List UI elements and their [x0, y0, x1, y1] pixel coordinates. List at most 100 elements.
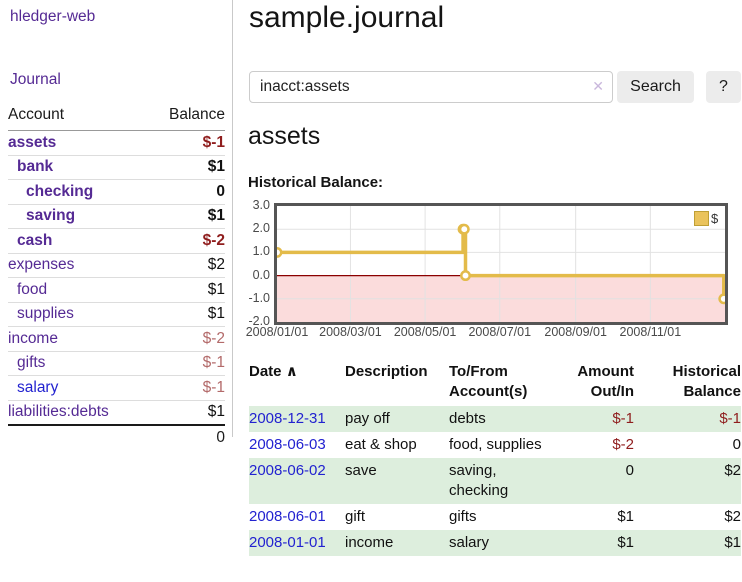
transaction-accounts: gifts: [449, 508, 477, 525]
account-link[interactable]: income: [8, 329, 58, 347]
transaction-date-link[interactable]: 2008-06-01: [249, 508, 326, 525]
account-row: food $1: [8, 278, 225, 303]
transaction-row: 2008-06-03 eat & shop food, supplies $-2 0: [249, 432, 741, 458]
transaction-balance: 0: [732, 436, 741, 453]
transaction-balance-cell: 0: [644, 432, 741, 458]
account-row: expenses $2: [8, 254, 225, 278]
transaction-amount: $-2: [612, 436, 634, 453]
account-balance: $-2: [202, 231, 225, 249]
balance-chart-canvas: [274, 203, 728, 325]
transaction-description: save: [345, 462, 377, 479]
account-link[interactable]: bank: [17, 158, 54, 176]
transaction-accounts-cell: debts: [449, 406, 567, 432]
account-balance: $-2: [202, 329, 225, 347]
transaction-balance-cell: $2: [644, 458, 741, 504]
transaction-balance: $1: [724, 534, 741, 551]
transaction-date-link-cell: 2008-01-01: [249, 530, 345, 556]
search-form: ✕: [249, 71, 613, 103]
column-header-amount: Amount Out/In: [577, 363, 634, 400]
account-balance: 0: [216, 182, 225, 200]
account-balance: $1: [207, 403, 225, 421]
transaction-accounts-cell: saving, checking: [449, 458, 567, 504]
account-link[interactable]: cash: [17, 231, 53, 249]
account-row: cash $-2: [8, 229, 225, 254]
transaction-accounts: debts: [449, 410, 486, 427]
account-balance: $1: [207, 158, 225, 176]
help-button[interactable]: ?: [706, 71, 741, 103]
transaction-description-cell: save: [345, 458, 449, 504]
account-row: supplies $1: [8, 303, 225, 327]
accounts-header-account: Account: [8, 106, 65, 123]
account-link[interactable]: checking: [26, 182, 94, 200]
x-axis-tick-label: 2008/09/01: [544, 325, 607, 339]
transaction-row: 2008-12-31 pay off debts $-1 $-1: [249, 406, 741, 432]
transaction-amount-cell: $-1: [567, 406, 644, 432]
account-row: saving $1: [8, 205, 225, 229]
transaction-description-cell: gift: [345, 504, 449, 530]
sidebar-item-journal[interactable]: Journal: [10, 71, 61, 88]
transaction-amount-cell: $1: [567, 504, 644, 530]
register-table: Date ∧ Description To/From Account(s) Am…: [249, 362, 741, 556]
transaction-balance-cell: $-1: [644, 406, 741, 432]
accounts-rows: assets $-1 bank $1 checking 0 saving $1 cash $-2 e…: [8, 131, 225, 424]
legend-label: $: [711, 211, 719, 226]
account-balance: $1: [207, 280, 225, 298]
transaction-balance: $2: [724, 508, 741, 525]
account-balance: $1: [207, 305, 225, 323]
app-title-link[interactable]: hledger-web: [10, 8, 96, 25]
transaction-amount-cell: 0: [567, 458, 644, 504]
transaction-amount: $1: [617, 508, 634, 525]
transaction-date-link[interactable]: 2008-12-31: [249, 410, 326, 427]
y-axis-tick-label: 2.0: [252, 221, 270, 236]
search-button[interactable]: Search: [617, 71, 694, 103]
legend-swatch-icon: [694, 211, 709, 226]
transaction-date-link-cell: 2008-12-31: [249, 406, 345, 432]
x-axis-tick-label: 2008/01/01: [245, 325, 309, 339]
account-link[interactable]: liabilities:debts: [8, 403, 109, 421]
transaction-description-cell: eat & shop: [345, 432, 449, 458]
y-axis-tick-label: 1.0: [252, 244, 270, 259]
account-link[interactable]: salary: [17, 378, 59, 396]
account-row: checking 0: [8, 180, 225, 205]
y-axis-tick-label: -1.0: [248, 290, 270, 305]
search-input[interactable]: [249, 71, 613, 103]
account-link[interactable]: supplies: [17, 305, 74, 323]
account-link[interactable]: expenses: [8, 256, 75, 274]
x-axis-tick-label: 2008/11/01: [619, 325, 682, 339]
transaction-date-link[interactable]: 2008-01-01: [249, 534, 326, 551]
transaction-balance-cell: $2: [644, 504, 741, 530]
transaction-amount: 0: [625, 462, 634, 479]
y-axis-tick-label: 3.0: [252, 198, 270, 212]
column-header-date[interactable]: Date ∧: [249, 363, 298, 380]
transaction-amount-cell: $-2: [567, 432, 644, 458]
transaction-accounts-cell: salary: [449, 530, 567, 556]
transaction-accounts-cell: food, supplies: [449, 432, 567, 458]
account-link[interactable]: food: [17, 280, 48, 298]
transaction-date-link[interactable]: 2008-06-03: [249, 436, 326, 453]
account-balance: $1: [207, 207, 225, 225]
x-axis-tick-label: 2008/03/01: [319, 325, 382, 339]
account-link[interactable]: saving: [26, 207, 76, 225]
transaction-row: 2008-06-02 save saving, checking 0 $2: [249, 458, 741, 504]
chart-legend: $: [694, 211, 718, 226]
transaction-balance: $2: [724, 462, 741, 479]
accounts-header-balance: Balance: [168, 106, 225, 123]
column-header-description: Description: [345, 363, 428, 380]
transaction-balance: $-1: [719, 410, 741, 427]
transaction-date-link-cell: 2008-06-02: [249, 458, 345, 504]
transaction-date-link-cell: 2008-06-01: [249, 504, 345, 530]
account-balance: $-1: [202, 354, 225, 372]
transaction-accounts: salary: [449, 534, 490, 551]
accounts-table: Account Balance assets $-1 bank $1 checking 0…: [8, 103, 225, 450]
account-link[interactable]: assets: [8, 133, 57, 151]
y-axis-tick-label: 0.0: [252, 267, 270, 282]
transaction-date-link[interactable]: 2008-06-02: [249, 462, 326, 479]
account-link[interactable]: gifts: [17, 354, 46, 372]
transaction-description-cell: income: [345, 530, 449, 556]
transaction-amount: $1: [617, 534, 634, 551]
clear-search-icon[interactable]: ✕: [592, 78, 604, 94]
account-balance: $-1: [202, 133, 225, 151]
sidebar: hledger-web Journal Account Balance asse…: [0, 0, 233, 446]
y-axis-tick-label: -2.0: [248, 314, 270, 328]
